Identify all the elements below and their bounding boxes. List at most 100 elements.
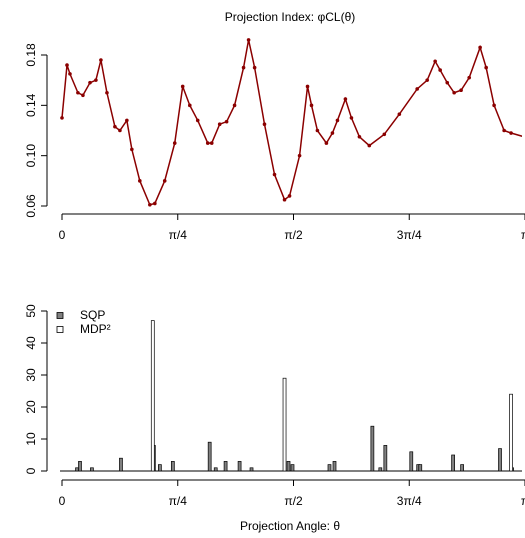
bar xyxy=(223,461,228,472)
chart-title: Projection Index: φCL(θ) xyxy=(225,10,356,24)
bar xyxy=(78,461,82,472)
point xyxy=(209,141,214,145)
point xyxy=(118,128,122,133)
point xyxy=(367,143,372,148)
x-tick-label: π/4 xyxy=(169,228,188,242)
y-tick-label: 0.18 xyxy=(24,43,38,67)
point xyxy=(162,179,167,183)
point xyxy=(76,90,80,95)
line xyxy=(61,39,522,206)
bar xyxy=(451,454,455,472)
bar xyxy=(282,377,287,472)
bar xyxy=(370,425,375,472)
bar xyxy=(378,467,383,472)
bar xyxy=(213,467,218,472)
point xyxy=(287,194,292,198)
bar xyxy=(237,461,242,472)
point xyxy=(88,80,92,85)
point xyxy=(433,59,437,64)
point xyxy=(148,202,152,207)
point xyxy=(324,141,329,145)
y-tick-label: 10 xyxy=(24,432,38,446)
bar xyxy=(158,464,162,472)
bar xyxy=(286,461,291,472)
point xyxy=(94,78,98,82)
y-tick-label: 40 xyxy=(24,336,38,350)
point xyxy=(492,103,496,108)
point xyxy=(81,93,85,98)
point xyxy=(478,45,482,50)
point xyxy=(309,103,314,108)
point xyxy=(425,78,430,82)
point xyxy=(282,197,287,202)
x-axis-label: Projection Angle: θ xyxy=(240,519,340,533)
x-tick-label: π/2 xyxy=(284,494,303,508)
point xyxy=(65,63,69,67)
point xyxy=(125,118,129,123)
point xyxy=(305,84,310,89)
x-tick-label: 0 xyxy=(59,228,66,242)
point xyxy=(343,97,348,101)
point xyxy=(130,147,134,152)
point xyxy=(252,65,257,70)
bar xyxy=(418,464,423,472)
point xyxy=(357,134,362,139)
y-tick-label: 0 xyxy=(24,467,38,474)
point xyxy=(262,122,267,127)
point xyxy=(502,128,506,133)
y-tick-label: 50 xyxy=(24,304,38,318)
bar xyxy=(327,464,332,472)
point xyxy=(99,58,103,62)
bar xyxy=(460,464,464,472)
bar xyxy=(509,393,513,472)
legend-label: MDP² xyxy=(80,322,111,336)
point xyxy=(113,124,117,129)
bar xyxy=(75,467,79,472)
bar xyxy=(207,441,212,472)
point xyxy=(153,201,157,206)
point xyxy=(459,88,463,93)
plot-area xyxy=(60,320,522,472)
point xyxy=(246,38,251,42)
bar xyxy=(383,445,388,472)
point xyxy=(382,132,387,137)
bar xyxy=(90,467,94,472)
y-tick-label: 0.10 xyxy=(24,144,38,168)
point xyxy=(484,65,488,70)
point xyxy=(60,116,64,120)
point xyxy=(187,103,192,108)
bar xyxy=(332,461,337,472)
y-tick-label: 20 xyxy=(24,400,38,414)
point xyxy=(335,118,340,123)
point xyxy=(467,75,472,80)
bar xyxy=(498,448,502,472)
y-tick-label: 0.06 xyxy=(24,194,38,218)
x-tick-label: 3π/4 xyxy=(397,228,422,242)
point xyxy=(445,80,450,85)
bar xyxy=(119,457,123,472)
point xyxy=(241,65,246,70)
point xyxy=(205,141,210,145)
bar xyxy=(249,467,254,472)
point xyxy=(452,90,456,95)
y-tick-label: 0.14 xyxy=(24,93,38,117)
legend-label: SQP xyxy=(80,308,105,322)
legend-swatch xyxy=(56,326,64,333)
plot-area xyxy=(60,38,522,207)
point xyxy=(68,72,72,76)
point xyxy=(297,153,302,158)
point xyxy=(172,141,177,145)
x-tick-label: π xyxy=(521,228,525,242)
point xyxy=(509,131,513,135)
point xyxy=(138,179,142,183)
bar xyxy=(170,461,175,472)
x-tick-label: π/2 xyxy=(284,228,303,242)
x-tick-label: 0 xyxy=(59,494,66,508)
point xyxy=(232,103,237,108)
point xyxy=(105,90,109,95)
point xyxy=(224,119,229,124)
x-tick-label: 3π/4 xyxy=(397,494,422,508)
point xyxy=(217,122,222,127)
point xyxy=(330,131,335,135)
